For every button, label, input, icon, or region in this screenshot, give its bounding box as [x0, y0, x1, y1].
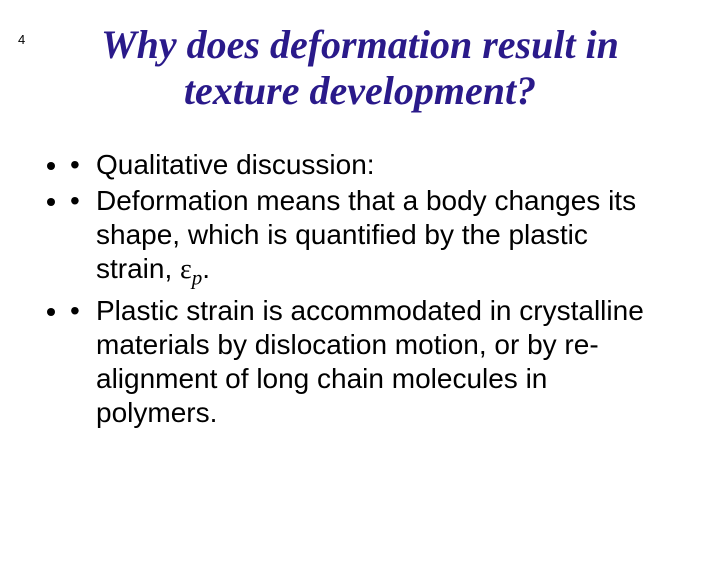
- epsilon-symbol: ε: [180, 254, 192, 285]
- bullet-text: Plastic strain is accommodated in crysta…: [96, 295, 644, 428]
- bullet-item: Deformation means that a body changes it…: [70, 184, 660, 292]
- bullet-text: Qualitative discussion:: [96, 149, 375, 180]
- bullet-item: Plastic strain is accommodated in crysta…: [70, 294, 660, 431]
- bullet-list: Qualitative discussion: Deformation mean…: [0, 148, 720, 430]
- epsilon-subscript: p: [192, 266, 203, 290]
- bullet-text-after: .: [202, 253, 210, 284]
- page-number: 4: [18, 32, 25, 47]
- bullet-item: Qualitative discussion:: [70, 148, 660, 182]
- slide-title: Why does deformation result in texture d…: [0, 22, 720, 114]
- bullet-text-before: Deformation means that a body changes it…: [96, 185, 636, 284]
